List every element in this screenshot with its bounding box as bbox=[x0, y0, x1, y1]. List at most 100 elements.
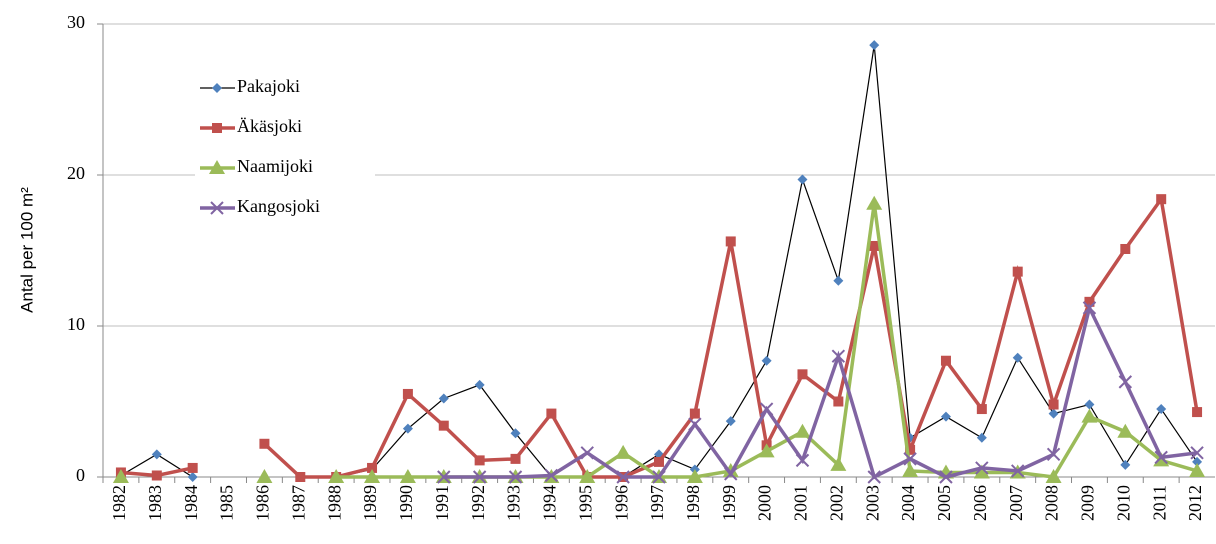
marker bbox=[1120, 243, 1131, 254]
marker bbox=[1153, 452, 1170, 467]
marker bbox=[1045, 469, 1062, 483]
x-tick-label: 1999 bbox=[719, 485, 739, 521]
marker bbox=[402, 423, 413, 434]
marker bbox=[367, 462, 378, 473]
marker bbox=[508, 470, 523, 484]
x-tick-label: 1992 bbox=[468, 485, 488, 521]
marker bbox=[1156, 194, 1167, 205]
marker bbox=[686, 469, 703, 483]
marker bbox=[580, 446, 594, 460]
marker bbox=[830, 456, 847, 471]
marker bbox=[797, 174, 808, 185]
marker bbox=[831, 349, 846, 363]
marker bbox=[256, 469, 273, 483]
x-tick-label: 1984 bbox=[181, 485, 201, 521]
marker bbox=[689, 408, 700, 419]
marker bbox=[112, 469, 129, 483]
legend-label: Äkäsjoki bbox=[237, 116, 302, 136]
x-tick-label: 1991 bbox=[432, 485, 452, 521]
x-tick-label: 2002 bbox=[826, 485, 846, 521]
x-tick-label: 1993 bbox=[504, 485, 524, 521]
x-tick-label: 1994 bbox=[540, 485, 560, 521]
legend-label: Naamijoki bbox=[237, 156, 313, 176]
x-tick-label: 1989 bbox=[360, 485, 380, 521]
marker bbox=[510, 428, 521, 439]
series-line bbox=[120, 194, 1199, 479]
marker bbox=[209, 160, 225, 174]
marker bbox=[725, 416, 736, 427]
x-tick-label: 1986 bbox=[253, 485, 273, 521]
marker bbox=[761, 355, 772, 366]
marker bbox=[364, 469, 381, 483]
marker bbox=[328, 469, 345, 483]
legend-box bbox=[195, 68, 375, 228]
marker bbox=[795, 453, 810, 468]
marker bbox=[1156, 404, 1167, 415]
marker bbox=[794, 423, 811, 438]
marker bbox=[869, 240, 880, 251]
marker bbox=[688, 417, 702, 431]
marker bbox=[652, 470, 666, 484]
marker bbox=[1082, 301, 1097, 315]
marker bbox=[151, 470, 162, 481]
x-tick-label: 1997 bbox=[647, 485, 667, 521]
x-tick-label: 1998 bbox=[683, 485, 703, 521]
x-tick-label: 1988 bbox=[324, 485, 344, 521]
marker bbox=[797, 369, 808, 380]
marker bbox=[1046, 447, 1061, 462]
x-tick-label: 1996 bbox=[611, 485, 631, 521]
marker bbox=[437, 470, 451, 484]
legend: Pakajoki Äkäsjoki Naamijoki Kangosjoki bbox=[195, 68, 375, 228]
marker bbox=[654, 456, 664, 467]
marker bbox=[438, 420, 449, 431]
marker bbox=[976, 404, 987, 415]
marker bbox=[472, 470, 487, 484]
x-tick-label: 2005 bbox=[934, 485, 954, 521]
marker bbox=[151, 449, 162, 460]
x-tick-label: 2009 bbox=[1078, 485, 1098, 521]
marker bbox=[544, 468, 559, 483]
y-tick-label: 10 bbox=[67, 314, 85, 334]
x-tick-label: 2004 bbox=[898, 485, 918, 521]
marker bbox=[867, 470, 881, 484]
marker bbox=[1081, 408, 1098, 423]
marker bbox=[259, 438, 270, 449]
marker bbox=[399, 469, 416, 483]
x-tick-label: 1987 bbox=[288, 485, 308, 521]
marker bbox=[1012, 352, 1023, 363]
marker bbox=[1011, 464, 1025, 478]
marker bbox=[579, 469, 596, 483]
marker bbox=[866, 195, 883, 210]
marker bbox=[903, 452, 917, 466]
y-axis-label: Antal per 100 m² bbox=[17, 187, 36, 313]
marker bbox=[474, 379, 485, 390]
marker bbox=[976, 432, 987, 443]
y-tick-label: 30 bbox=[67, 12, 85, 32]
x-tick-label: 2008 bbox=[1042, 485, 1062, 521]
marker bbox=[212, 83, 222, 93]
marker bbox=[1048, 399, 1059, 410]
x-tick-label: 1982 bbox=[109, 485, 129, 521]
x-tick-label: 2003 bbox=[862, 485, 882, 521]
marker bbox=[474, 455, 485, 466]
marker bbox=[833, 275, 844, 286]
marker bbox=[724, 467, 738, 481]
marker bbox=[758, 443, 775, 458]
marker bbox=[438, 393, 449, 404]
marker bbox=[905, 444, 916, 455]
marker bbox=[212, 123, 222, 133]
marker bbox=[975, 461, 989, 475]
marker bbox=[940, 355, 951, 366]
marker bbox=[616, 470, 630, 484]
marker bbox=[940, 411, 951, 422]
y-tick-label: 0 bbox=[76, 465, 85, 485]
legend-label: Kangosjoki bbox=[237, 196, 320, 216]
marker bbox=[1084, 399, 1095, 410]
marker bbox=[187, 462, 198, 473]
marker bbox=[939, 470, 953, 484]
marker bbox=[759, 402, 774, 416]
x-tick-label: 1985 bbox=[217, 485, 237, 521]
marker bbox=[1117, 423, 1134, 438]
marker bbox=[1012, 266, 1023, 277]
